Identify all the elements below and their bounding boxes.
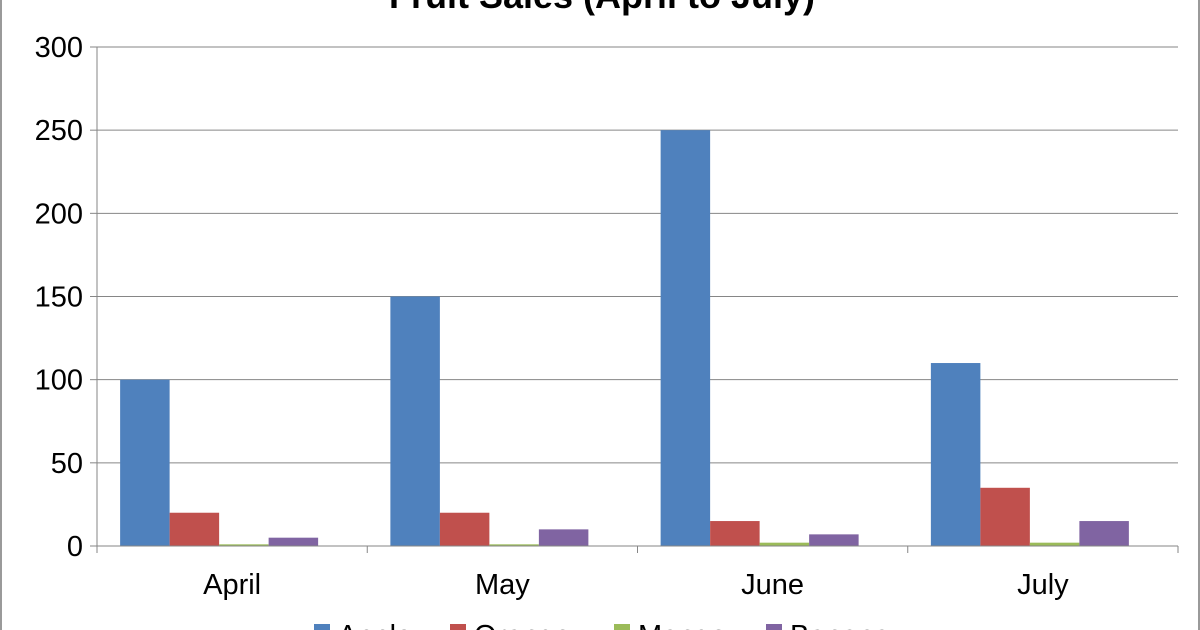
bar-apple-may — [390, 296, 440, 546]
bar-apple-june — [660, 130, 711, 546]
x-category-labels: April May June July — [203, 569, 1069, 601]
chart-title: Fruit Sales (April to July) — [389, 0, 815, 16]
bar-mango-june — [759, 542, 810, 546]
y-tick-label: 0 — [67, 531, 83, 563]
legend-label: Orange — [474, 620, 571, 630]
y-tick-label: 250 — [35, 115, 83, 147]
y-tick-label: 50 — [51, 448, 83, 480]
bar-banana-july — [1079, 521, 1129, 546]
bar-apple-july — [930, 363, 981, 546]
bar-orange-july — [980, 487, 1030, 546]
x-category-label: May — [475, 569, 530, 601]
legend-label: Mango — [638, 620, 727, 630]
legend: Apple Orange Mango Banana — [314, 620, 891, 630]
legend-item-banana: Banana — [766, 620, 891, 630]
legend-item-orange: Orange — [450, 620, 571, 630]
y-tick-labels: 0 50 100 150 200 250 300 — [35, 32, 83, 563]
bars — [120, 130, 1129, 546]
legend-label: Banana — [790, 620, 891, 630]
bar-mango-may — [489, 544, 539, 546]
bar-orange-june — [710, 521, 760, 546]
bar-banana-may — [538, 529, 589, 546]
bar-banana-june — [809, 534, 859, 546]
bar-banana-april — [268, 537, 319, 546]
legend-item-mango: Mango — [614, 620, 727, 630]
legend-item-apple: Apple — [314, 620, 412, 630]
gridlines — [97, 46, 1178, 464]
legend-swatch — [614, 624, 630, 630]
legend-label: Apple — [338, 620, 412, 630]
axes — [90, 46, 1179, 553]
y-tick-label: 200 — [35, 198, 83, 230]
y-tick-label: 300 — [35, 32, 83, 64]
bar-apple-april — [120, 379, 170, 546]
bar-orange-may — [439, 512, 490, 546]
x-category-label: July — [1017, 569, 1069, 601]
legend-swatch — [766, 624, 782, 630]
legend-swatch — [450, 624, 466, 630]
x-category-label: April — [203, 569, 261, 601]
x-category-label: June — [741, 569, 804, 601]
bar-mango-july — [1029, 542, 1080, 546]
y-tick-label: 100 — [35, 365, 83, 397]
legend-swatch — [314, 624, 330, 630]
bar-mango-april — [219, 544, 269, 546]
y-tick-label: 150 — [35, 282, 83, 314]
bar-orange-april — [169, 512, 220, 546]
